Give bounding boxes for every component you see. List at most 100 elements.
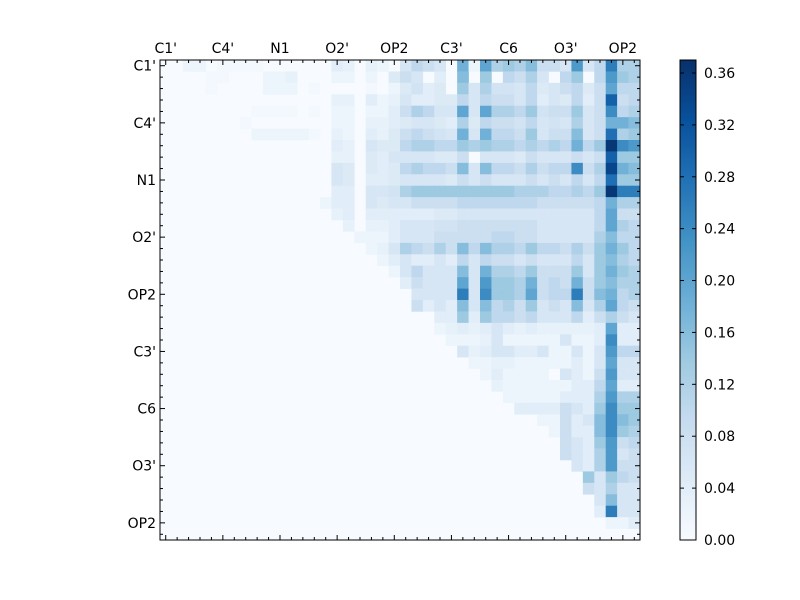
heatmap-cell [582, 311, 595, 324]
heatmap-cell [594, 242, 607, 255]
heatmap-cell [262, 71, 275, 84]
heatmap-cell [411, 185, 424, 198]
heatmap-cell [605, 437, 618, 449]
heatmap-cell [514, 368, 527, 381]
heatmap-cell [388, 208, 401, 221]
heatmap-cell [468, 322, 481, 335]
heatmap-cell [537, 231, 549, 244]
heatmap-cell [388, 220, 401, 232]
heatmap-cell [605, 517, 618, 529]
heatmap-cell [502, 71, 515, 84]
heatmap-cell [617, 71, 629, 84]
heatmap-cell [582, 174, 595, 187]
heatmap-cell [251, 128, 264, 141]
heatmap-cell [445, 105, 458, 118]
heatmap-cell [388, 254, 401, 267]
heatmap-cell [422, 185, 435, 198]
heatmap-cell [617, 254, 629, 267]
heatmap-cell [491, 242, 504, 255]
heatmap-cell [548, 265, 561, 278]
heatmap-cell [445, 94, 458, 107]
heatmap-cell [411, 174, 424, 187]
heatmap-cell [434, 174, 447, 187]
heatmap-cell [388, 185, 401, 198]
heatmap-cell [628, 174, 641, 187]
y-tick-label: C4' [133, 116, 156, 132]
heatmap-cell [617, 300, 629, 312]
heatmap-cell [297, 128, 309, 141]
heatmap-cell [605, 345, 618, 358]
heatmap-cell [594, 208, 607, 221]
heatmap-cell [514, 94, 527, 107]
heatmap-cell [537, 391, 549, 404]
heatmap-cell [525, 242, 538, 255]
heatmap-cell [582, 265, 595, 278]
heatmap-cell [468, 345, 481, 358]
heatmap-cell [422, 174, 435, 187]
heatmap-cell [445, 242, 458, 255]
heatmap-cell [411, 197, 424, 209]
heatmap-cell [537, 311, 549, 324]
heatmap-cell [548, 151, 561, 164]
heatmap-cell [537, 105, 549, 118]
heatmap-cell [594, 265, 607, 278]
x-tick-label: OP2 [380, 41, 408, 57]
heatmap-cell [628, 505, 641, 518]
plot-frame [159, 59, 641, 541]
heatmap-cell [217, 71, 229, 84]
heatmap-cell [594, 128, 607, 141]
heatmap-cell [445, 151, 458, 164]
heatmap-cell [537, 334, 549, 347]
heatmap-cell [342, 185, 355, 198]
heatmap-cell [331, 197, 344, 209]
heatmap-cell [605, 471, 618, 484]
heatmap-cell [560, 71, 572, 84]
heatmap-cell [571, 197, 584, 209]
heatmap-cell [434, 208, 447, 221]
heatmap-cell [491, 322, 504, 335]
heatmap-cell [628, 482, 641, 495]
heatmap-cell [594, 414, 607, 427]
heatmap-cell [491, 197, 504, 209]
heatmap-cell [331, 151, 344, 164]
heatmap-cell [605, 71, 618, 84]
heatmap-cell [628, 494, 641, 507]
heatmap-cell [525, 151, 538, 164]
y-tick-label: C6 [137, 402, 156, 418]
heatmap-cell [525, 94, 538, 107]
heatmap-cell [502, 128, 515, 141]
heatmap-cell [560, 425, 572, 438]
y-tick-label: N1 [137, 173, 156, 189]
heatmap-cell [582, 140, 595, 152]
heatmap-cell [525, 82, 538, 95]
heatmap-cell [514, 231, 527, 244]
heatmap-cell [560, 300, 572, 312]
heatmap-cell [331, 128, 344, 141]
heatmap-cell [468, 265, 481, 278]
heatmap-cell [525, 162, 538, 175]
heatmap-cell [457, 174, 469, 187]
heatmap-cell [525, 277, 538, 289]
heatmap-cell [560, 82, 572, 95]
heatmap-cell [365, 151, 378, 164]
heatmap-cell [434, 220, 447, 232]
heatmap-cell [617, 117, 629, 129]
heatmap-cell [342, 60, 355, 72]
heatmap-cell [582, 220, 595, 232]
heatmap-cell [582, 117, 595, 129]
heatmap-cell [274, 105, 287, 118]
heatmap-cell [445, 117, 458, 129]
heatmap-cell [594, 231, 607, 244]
heatmap-cell [502, 334, 515, 347]
heatmap-cell [491, 311, 504, 324]
heatmap-cell [594, 471, 607, 484]
heatmap-cell [617, 60, 629, 72]
heatmap-cell [605, 105, 618, 118]
colorbar-tick-label: 0.24 [704, 222, 735, 238]
heatmap-cell [422, 265, 435, 278]
colorbar-tick-label: 0.32 [704, 118, 735, 134]
heatmap-cell [468, 254, 481, 267]
heatmap-cell [548, 140, 561, 152]
heatmap-cell [617, 517, 629, 529]
heatmap-cell [422, 300, 435, 312]
